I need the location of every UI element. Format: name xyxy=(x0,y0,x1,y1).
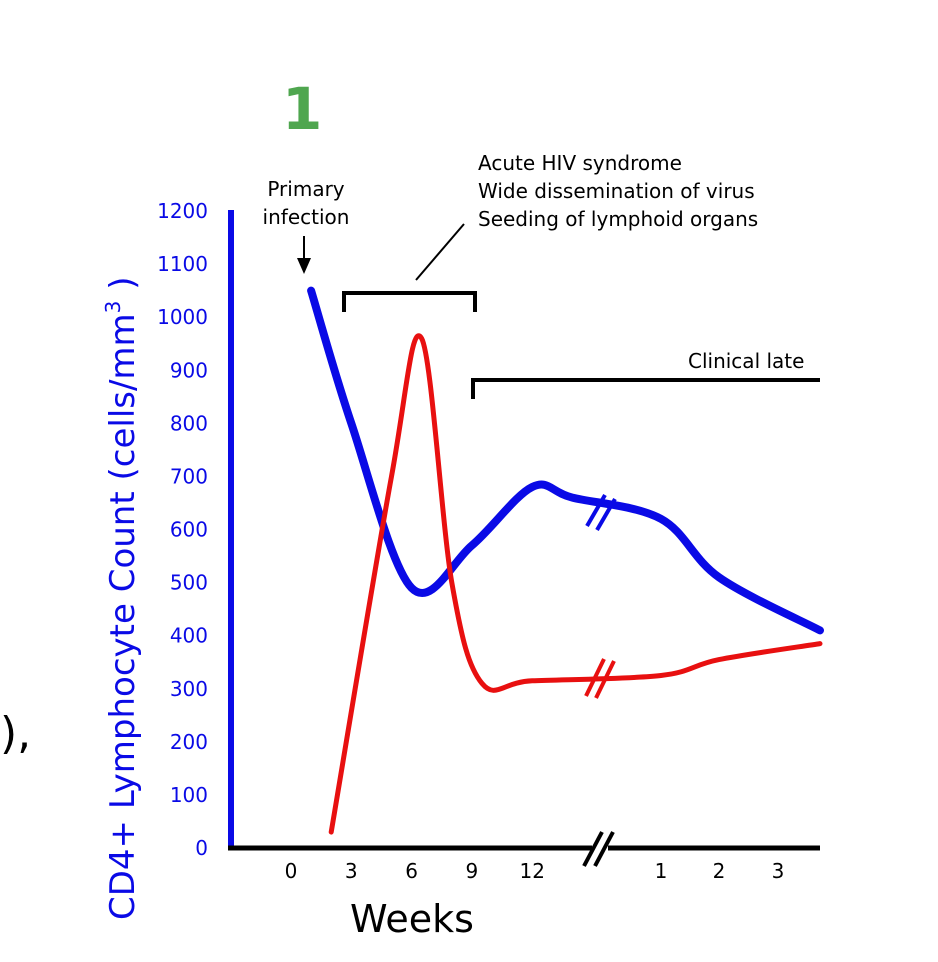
x-tick-labels: 0 3 6 9 12 1 2 3 xyxy=(285,859,785,883)
x-axis-label: Weeks xyxy=(350,897,474,941)
annotation-acute-line2: Wide dissemination of virus xyxy=(478,179,755,203)
x-tick-label: 9 xyxy=(466,859,479,883)
series-group xyxy=(307,286,824,835)
x-tick-label: 3 xyxy=(345,859,358,883)
y-tick-label: 1100 xyxy=(157,252,208,276)
y-tick-labels: 0 100 200 300 400 500 600 700 800 900 1000 1100 1200 xyxy=(157,199,208,860)
y-tick-label: 700 xyxy=(170,464,208,488)
x-tick-label: 6 xyxy=(405,859,418,883)
y-axis-label-close: ) xyxy=(103,277,143,301)
cd4-series-line xyxy=(307,286,824,635)
y-axis-label-superscript: 3 xyxy=(101,301,125,314)
annotation-primary-line1: Primary xyxy=(267,177,344,201)
annotation-clinical: Clinical late xyxy=(688,349,804,373)
y-tick-label: 300 xyxy=(170,677,208,701)
x-tick-label: 2 xyxy=(713,859,726,883)
y-tick-label: 900 xyxy=(170,358,208,382)
acute-bracket xyxy=(342,291,477,312)
x-tick-label: 12 xyxy=(519,859,544,883)
y-tick-label: 1000 xyxy=(157,305,208,329)
y-tick-label: 500 xyxy=(170,571,208,595)
x-axis-break-mark xyxy=(582,831,615,867)
y-tick-label: 100 xyxy=(170,783,208,807)
annotation-acute-line1: Acute HIV syndrome xyxy=(478,151,682,175)
y-tick-label: 0 xyxy=(195,836,208,860)
y-tick-label: 200 xyxy=(170,730,208,754)
y-tick-label: 1200 xyxy=(157,199,208,223)
annotation-acute-line3: Seeding of lymphoid organs xyxy=(478,207,758,231)
viral-line-break-mark xyxy=(584,658,616,699)
y-tick-label: 400 xyxy=(170,624,208,648)
y-axis-label-text: CD4+ Lymphocyte Count (cells/mm xyxy=(103,313,143,920)
clinical-bracket xyxy=(471,378,820,399)
y-tick-label: 600 xyxy=(170,518,208,542)
y-axis-label: CD4+ Lymphocyte Count (cells/mm3 ) xyxy=(101,277,143,920)
cropped-edge-text: ), xyxy=(0,708,32,759)
x-tick-label: 1 xyxy=(655,859,668,883)
acute-pointer-line xyxy=(415,223,465,281)
annotation-primary-line2: infection xyxy=(263,205,350,229)
y-tick-label: 800 xyxy=(170,411,208,435)
primary-infection-arrow xyxy=(297,236,311,274)
x-tick-label: 0 xyxy=(285,859,298,883)
panel-number: 1 xyxy=(282,75,323,143)
viral-series-line xyxy=(328,333,823,835)
cd4-line-break-mark xyxy=(585,493,617,532)
x-tick-label: 3 xyxy=(772,859,785,883)
